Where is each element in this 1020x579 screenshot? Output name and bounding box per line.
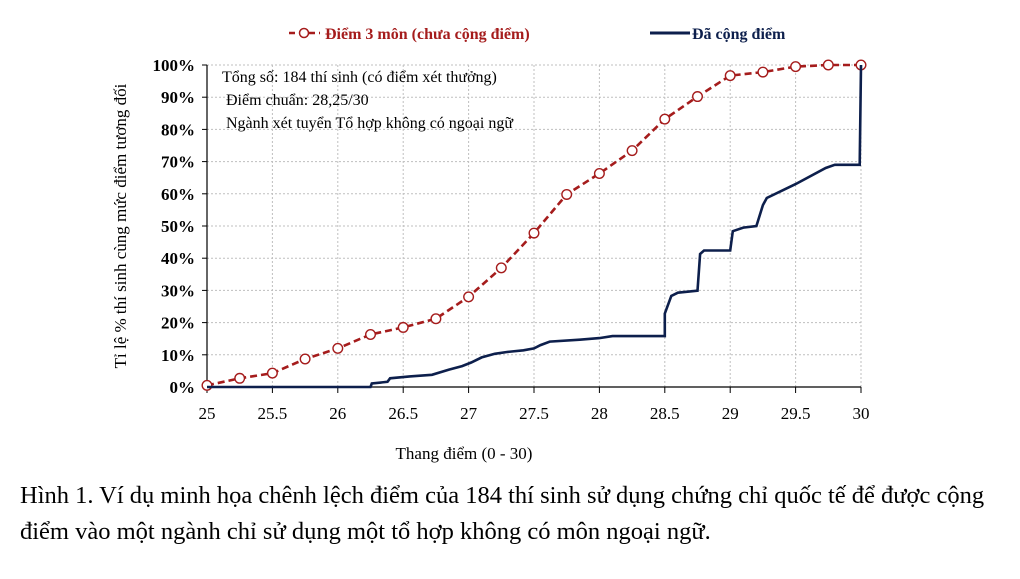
- series-line-0: [206, 63, 861, 387]
- annotation-box: Tổng số: 184 thí sinh (có điểm xét thưởn…: [222, 69, 514, 132]
- x-tick-label: 29.5: [781, 404, 811, 423]
- y-tick-label: 0%: [170, 378, 196, 397]
- series-0-point: [659, 113, 671, 125]
- legend-label-series-1: Đã cộng điểm: [692, 26, 786, 43]
- x-tick-label: 28.5: [650, 404, 680, 423]
- gridlines: [207, 64, 862, 387]
- series-0-point: [266, 367, 278, 379]
- x-tick-label: 30: [853, 404, 870, 423]
- series-0-point: [201, 379, 213, 391]
- series: [201, 59, 867, 391]
- axes: 0% 10% 20% 30% 40% 50% 60% 70% 80% 90% 100% 25 25.5 2…: [153, 56, 870, 423]
- series-0-point: [495, 262, 507, 274]
- legend-marker-series-0: [298, 27, 310, 39]
- y-tick-label: 80%: [161, 120, 195, 139]
- series-0-point: [528, 227, 540, 239]
- series-0-point: [593, 168, 605, 180]
- x-tick-label: 28: [591, 404, 608, 423]
- annotation-major: Ngành xét tuyển Tổ hợp không có ngoại ng…: [226, 115, 514, 132]
- figure-caption: Hình 1. Ví dụ minh họa chênh lệch điểm c…: [20, 482, 985, 545]
- x-tick-label: 27.5: [519, 404, 549, 423]
- series-0-point: [332, 342, 344, 354]
- legend-label-series-0: Điểm 3 môn (chưa cộng điểm): [325, 26, 530, 43]
- y-axis-title: Tỉ lệ % thí sinh cùng mức điểm tương đối: [111, 83, 130, 368]
- y-tick-label: 90%: [161, 88, 195, 107]
- series-0-point: [234, 372, 246, 384]
- y-tick-label: 70%: [161, 153, 195, 172]
- y-tick-label: 50%: [161, 217, 195, 236]
- series-0-point: [463, 291, 475, 303]
- annotation-total: Tổng số: 184 thí sinh (có điểm xét thưởn…: [222, 69, 497, 86]
- x-tick-label: 25: [199, 404, 216, 423]
- x-tick-label: 25.5: [258, 404, 288, 423]
- x-tick-label: 29: [722, 404, 739, 423]
- annotation-cutoff: Điểm chuẩn: 28,25/30: [226, 92, 369, 109]
- series-line-1: [207, 64, 863, 389]
- y-tick-label: 30%: [161, 281, 195, 300]
- series-0-point: [397, 321, 409, 333]
- y-tick-label: 40%: [161, 249, 195, 268]
- y-tick-label: 100%: [153, 56, 196, 75]
- series-0-point: [757, 66, 769, 78]
- series-0-point: [822, 59, 834, 71]
- y-tick-label: 20%: [161, 314, 195, 333]
- series-0-point: [626, 145, 638, 157]
- chart: Điểm 3 môn (chưa cộng điểm) Đã cộng điểm…: [111, 26, 870, 463]
- y-tick-label: 60%: [161, 185, 195, 204]
- series-0-point: [430, 313, 442, 325]
- x-tick-label: 26.5: [388, 404, 418, 423]
- x-axis-title: Thang điểm (0 - 30): [396, 444, 533, 463]
- x-tick-label: 27: [460, 404, 478, 423]
- y-tick-label: 10%: [161, 346, 195, 365]
- series-0-point: [299, 353, 311, 365]
- legend: Điểm 3 môn (chưa cộng điểm) Đã cộng điểm: [289, 26, 786, 43]
- x-tick-label: 26: [329, 404, 346, 423]
- series-0-point: [365, 329, 377, 341]
- series-0-point: [561, 188, 573, 200]
- series-0-point: [692, 91, 704, 103]
- series-0-point: [790, 61, 802, 73]
- series-0-point: [724, 70, 736, 82]
